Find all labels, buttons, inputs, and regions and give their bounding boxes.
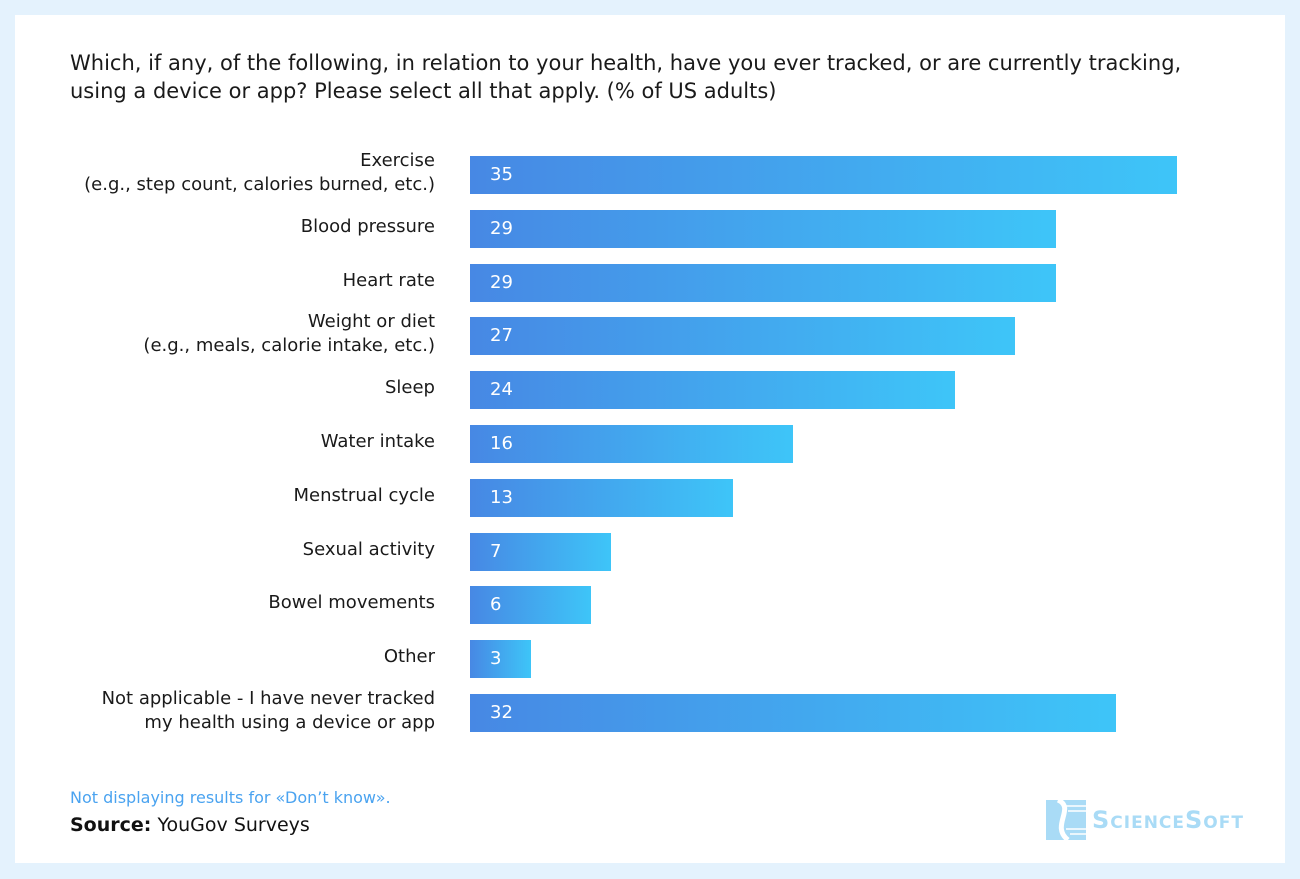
category-label-line: Not applicable - I have never tracked <box>101 688 435 709</box>
category-label-line: Heart rate <box>342 269 435 291</box>
source-label: Source: <box>70 814 152 836</box>
category-label: Heart rate <box>15 269 435 293</box>
data-label: 29 <box>490 271 513 293</box>
category-label: Exercise (e.g., step count, calories burn… <box>15 149 435 197</box>
bar: 35 <box>470 156 1177 194</box>
category-label: Sleep <box>15 376 435 400</box>
category-label: Weight or diet (e.g., meals, calorie inta… <box>15 310 435 358</box>
bar: 3 <box>470 640 531 679</box>
bar: 27 <box>470 317 1016 356</box>
data-label: 13 <box>490 486 513 508</box>
category-label-line: Water intake <box>320 431 435 452</box>
chart-title: Which, if any, of the following, in rela… <box>70 51 1182 103</box>
category-label-line: Exercise <box>360 150 435 171</box>
data-label: 24 <box>490 379 513 401</box>
bar: 6 <box>470 586 592 625</box>
category-label-line: Menstrual cycle <box>293 484 435 506</box>
category-label-line: Bowel movements <box>268 592 435 614</box>
footnote: Not displaying results for «Don’t know». <box>70 788 391 807</box>
logo-text: ScienceSoft <box>1092 806 1244 834</box>
source-value: YouGov Surveys <box>157 814 310 836</box>
data-label: 3 <box>490 648 502 670</box>
category-label-line: Other <box>383 646 435 668</box>
bar: 16 <box>470 425 794 463</box>
data-label: 35 <box>490 164 513 185</box>
category-label-line: (e.g., step count, calories burned, etc.… <box>84 174 435 195</box>
category-label-line: Sleep <box>384 377 435 399</box>
data-label: 7 <box>490 540 502 562</box>
category-label-line: Weight or diet <box>307 311 435 333</box>
category-label: Blood pressure <box>15 215 435 239</box>
bar: 7 <box>470 532 612 571</box>
bar: 13 <box>470 478 733 517</box>
category-label: Menstrual cycle <box>15 484 435 508</box>
data-label: 27 <box>490 325 513 347</box>
category-label: Sexual activity <box>15 538 435 562</box>
category-label: Other <box>15 645 435 669</box>
data-label: 29 <box>490 217 513 239</box>
data-label: 6 <box>490 594 502 616</box>
category-label-line: my health using a device or app <box>144 712 435 733</box>
logo-icon <box>1046 800 1086 840</box>
bar: 24 <box>470 371 955 410</box>
category-label-line: (e.g., meals, calorie intake, etc.) <box>143 335 435 357</box>
data-label: 32 <box>490 702 513 723</box>
category-label: Water intake <box>15 430 435 454</box>
sciencesoft-logo: ScienceSoft <box>1046 800 1244 840</box>
category-label: Bowel movements <box>15 591 435 615</box>
data-label: 16 <box>490 433 513 454</box>
bar: 29 <box>470 209 1056 248</box>
bar: 32 <box>470 694 1117 732</box>
category-label-line: Sexual activity <box>302 538 435 560</box>
category-label-line: Blood pressure <box>300 215 435 237</box>
source: Source: YouGov Surveys <box>70 814 310 836</box>
bar: 29 <box>470 263 1056 302</box>
category-label: Not applicable - I have never tracked my … <box>15 687 435 735</box>
